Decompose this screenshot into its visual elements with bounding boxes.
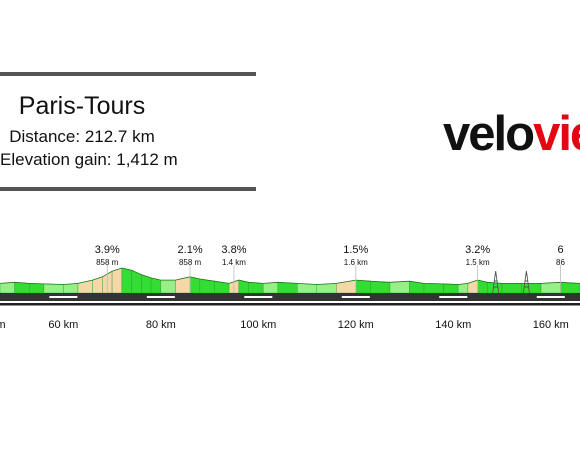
profile-segment — [443, 283, 459, 294]
profile-segment — [423, 283, 444, 294]
stage-distance: Distance: 212.7 km — [9, 127, 155, 146]
distance-tick-label: 140 km — [435, 319, 471, 331]
distance-tick — [439, 296, 468, 298]
profile-segment — [297, 283, 318, 294]
logo-word-red: vie — [533, 107, 580, 161]
climb-length-label: 1.4 km — [222, 258, 246, 267]
distance-tick-label: 80 km — [146, 319, 176, 331]
profile-segment — [355, 279, 371, 294]
distance-tick-label: 120 km — [338, 319, 374, 331]
climb-gradient-label: 3.8% — [221, 244, 246, 256]
climb-length-label: 858 m — [96, 258, 119, 267]
profile-segment — [248, 282, 264, 294]
road-band — [0, 293, 580, 301]
profile-segment — [29, 283, 45, 294]
top-divider — [0, 72, 256, 76]
profile-segment — [121, 267, 132, 294]
profile-segment — [262, 282, 279, 294]
profile-segment — [63, 283, 79, 294]
distance-tick — [146, 296, 175, 298]
distance-tick-label: 100 km — [240, 319, 276, 331]
climb-gradient-label: 1.5% — [343, 244, 368, 256]
stage-title: Paris-Tours — [18, 92, 146, 120]
distance-tick-label: 60 km — [48, 319, 78, 331]
road-baseline — [0, 303, 580, 306]
climb-gradient-label: 3.2% — [465, 244, 490, 256]
profile-segment — [277, 282, 298, 294]
profile-segment — [14, 282, 30, 294]
distance-tick — [49, 296, 78, 298]
profile-segment — [160, 279, 176, 294]
climb-length-label: 1.6 km — [344, 258, 368, 267]
profile-segment — [0, 282, 15, 294]
profile-segment — [316, 283, 337, 294]
pylon-icon — [492, 270, 500, 294]
profile-segment — [487, 282, 503, 294]
profile-segment — [457, 283, 469, 294]
profile-outline — [0, 267, 580, 285]
logo-word-dark: velo — [443, 107, 535, 161]
distance-tick — [341, 296, 370, 298]
profile-segment — [111, 267, 123, 294]
climb-gradient-label: 6 — [557, 244, 563, 256]
bottom-divider — [0, 187, 256, 191]
pylon-icon — [522, 270, 530, 294]
profile-segment — [389, 280, 410, 294]
climb-length-label: 858 m — [179, 258, 202, 267]
profile-segment — [540, 282, 561, 294]
profile-segment — [501, 283, 522, 294]
distance-tick-label: 160 km — [533, 319, 569, 331]
distance-tick — [536, 296, 565, 298]
stage-info: Paris-Tours Distance: 212.7 km Elevation… — [0, 72, 256, 190]
distance-tick-label: m — [0, 319, 6, 331]
profile-segment — [560, 282, 580, 294]
profile-segment — [189, 276, 201, 294]
climb-length-label: 86 — [556, 258, 565, 267]
climb-gradient-label: 2.1% — [178, 244, 203, 256]
profile-segment — [43, 283, 64, 294]
climb-gradient-label: 3.9% — [95, 244, 120, 256]
distance-tick — [244, 296, 273, 298]
velovie-logo: velovie — [443, 106, 580, 162]
climb-length-label: 1.5 km — [466, 258, 490, 267]
profile-segment — [370, 280, 391, 294]
stage-elevation-gain: Elevation gain: 1,412 m — [0, 150, 178, 169]
